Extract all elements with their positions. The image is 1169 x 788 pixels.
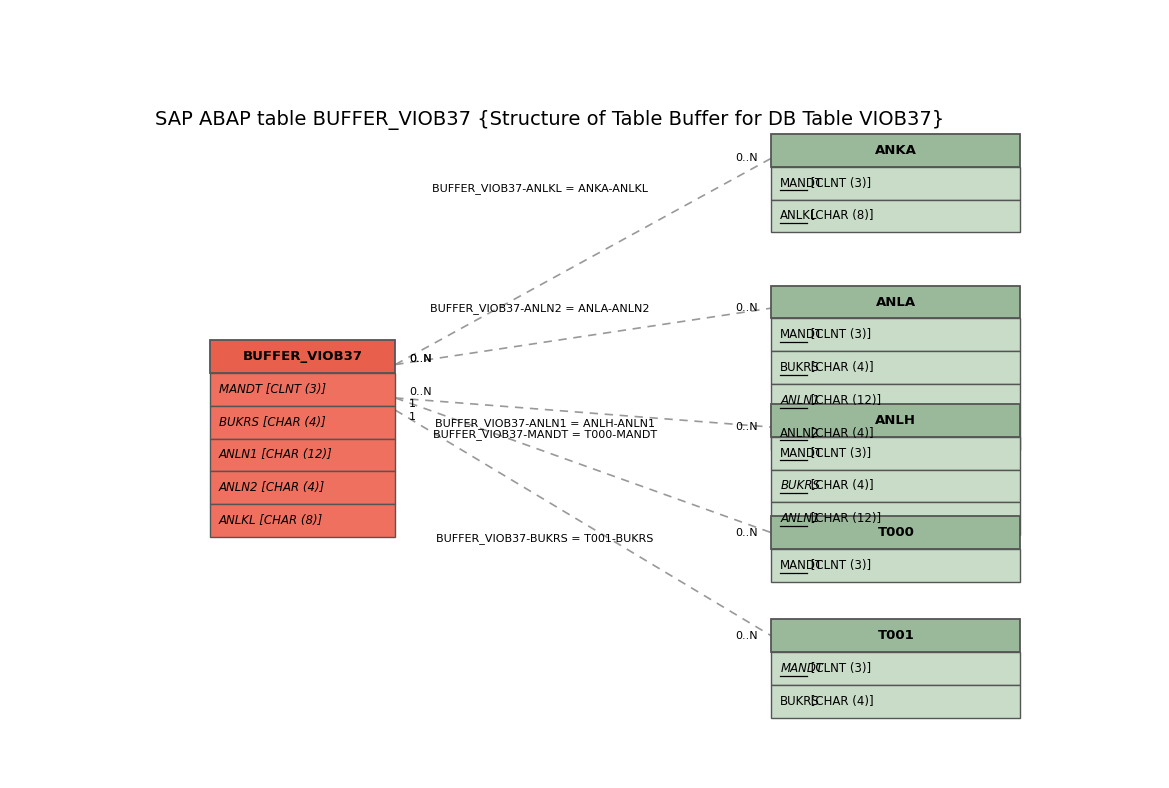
- FancyBboxPatch shape: [772, 516, 1021, 549]
- Text: MANDT [CLNT (3)]: MANDT [CLNT (3)]: [219, 383, 326, 396]
- Text: BUFFER_VIOB37-BUKRS = T001-BUKRS: BUFFER_VIOB37-BUKRS = T001-BUKRS: [436, 533, 653, 545]
- Text: 1: 1: [409, 412, 416, 422]
- Text: [CLNT (3)]: [CLNT (3)]: [807, 329, 871, 341]
- Text: BUFFER_VIOB37-ANLN2 = ANLA-ANLN2: BUFFER_VIOB37-ANLN2 = ANLA-ANLN2: [430, 303, 650, 314]
- Text: [CHAR (12)]: [CHAR (12)]: [807, 394, 880, 407]
- FancyBboxPatch shape: [772, 351, 1021, 384]
- Text: ANLKL: ANLKL: [781, 210, 817, 222]
- Text: 0..N: 0..N: [735, 422, 758, 432]
- FancyBboxPatch shape: [209, 471, 395, 504]
- FancyBboxPatch shape: [772, 470, 1021, 502]
- Text: 0..N: 0..N: [735, 154, 758, 163]
- FancyBboxPatch shape: [209, 340, 395, 373]
- FancyBboxPatch shape: [772, 134, 1021, 167]
- FancyBboxPatch shape: [772, 549, 1021, 582]
- Text: ANLH: ANLH: [876, 414, 916, 427]
- FancyBboxPatch shape: [772, 404, 1021, 437]
- Text: ANLKL [CHAR (8)]: ANLKL [CHAR (8)]: [219, 514, 323, 527]
- Text: SAP ABAP table BUFFER_VIOB37 {Structure of Table Buffer for DB Table VIOB37}: SAP ABAP table BUFFER_VIOB37 {Structure …: [155, 110, 945, 130]
- FancyBboxPatch shape: [772, 619, 1021, 652]
- FancyBboxPatch shape: [209, 439, 395, 471]
- Text: [CHAR (8)]: [CHAR (8)]: [807, 210, 873, 222]
- FancyBboxPatch shape: [772, 437, 1021, 470]
- Text: BUFFER_VIOB37-ANLN1 = ANLH-ANLN1: BUFFER_VIOB37-ANLN1 = ANLH-ANLN1: [435, 418, 655, 429]
- FancyBboxPatch shape: [772, 685, 1021, 718]
- Text: 0..N: 0..N: [409, 354, 431, 363]
- Text: [CLNT (3)]: [CLNT (3)]: [807, 662, 871, 675]
- FancyBboxPatch shape: [772, 417, 1021, 449]
- Text: 0..N: 0..N: [735, 630, 758, 641]
- Text: BUKRS: BUKRS: [781, 479, 821, 492]
- Text: ANLN1 [CHAR (12)]: ANLN1 [CHAR (12)]: [219, 448, 332, 462]
- FancyBboxPatch shape: [772, 384, 1021, 417]
- Text: [CHAR (4)]: [CHAR (4)]: [807, 695, 873, 708]
- FancyBboxPatch shape: [772, 286, 1021, 318]
- Text: ANLN2 [CHAR (4)]: ANLN2 [CHAR (4)]: [219, 481, 325, 494]
- FancyBboxPatch shape: [772, 167, 1021, 199]
- Text: BUFFER_VIOB37-ANLKL = ANKA-ANLKL: BUFFER_VIOB37-ANLKL = ANKA-ANLKL: [433, 183, 649, 194]
- Text: [CHAR (4)]: [CHAR (4)]: [807, 426, 873, 440]
- FancyBboxPatch shape: [772, 652, 1021, 685]
- Text: 0..N: 0..N: [409, 354, 431, 363]
- FancyBboxPatch shape: [209, 504, 395, 537]
- Text: BUFFER_VIOB37: BUFFER_VIOB37: [242, 350, 362, 363]
- Text: 0..N: 0..N: [409, 387, 431, 397]
- Text: 0..N: 0..N: [735, 303, 758, 313]
- Text: ANLN1: ANLN1: [781, 512, 819, 525]
- Text: BUKRS: BUKRS: [781, 361, 821, 374]
- FancyBboxPatch shape: [772, 199, 1021, 232]
- Text: MANDT: MANDT: [781, 662, 823, 675]
- Text: [CLNT (3)]: [CLNT (3)]: [807, 447, 871, 459]
- Text: 1: 1: [409, 399, 416, 409]
- Text: T000: T000: [878, 526, 914, 539]
- FancyBboxPatch shape: [772, 502, 1021, 535]
- Text: ANKA: ANKA: [874, 144, 916, 157]
- Text: MANDT: MANDT: [781, 177, 823, 190]
- Text: [CHAR (4)]: [CHAR (4)]: [807, 479, 873, 492]
- Text: BUKRS [CHAR (4)]: BUKRS [CHAR (4)]: [219, 416, 325, 429]
- Text: BUFFER_VIOB37-MANDT = T000-MANDT: BUFFER_VIOB37-MANDT = T000-MANDT: [433, 429, 657, 440]
- FancyBboxPatch shape: [209, 373, 395, 406]
- FancyBboxPatch shape: [209, 406, 395, 439]
- Text: MANDT: MANDT: [781, 447, 823, 459]
- Text: ANLN2: ANLN2: [781, 426, 819, 440]
- Text: MANDT: MANDT: [781, 559, 823, 572]
- Text: ANLN1: ANLN1: [781, 394, 819, 407]
- Text: T001: T001: [878, 630, 914, 642]
- Text: 0..N: 0..N: [735, 528, 758, 537]
- Text: MANDT: MANDT: [781, 329, 823, 341]
- Text: [CHAR (12)]: [CHAR (12)]: [807, 512, 880, 525]
- Text: ANLA: ANLA: [876, 296, 915, 309]
- Text: [CHAR (4)]: [CHAR (4)]: [807, 361, 873, 374]
- Text: [CLNT (3)]: [CLNT (3)]: [807, 559, 871, 572]
- Text: [CLNT (3)]: [CLNT (3)]: [807, 177, 871, 190]
- FancyBboxPatch shape: [772, 318, 1021, 351]
- Text: BUKRS: BUKRS: [781, 695, 821, 708]
